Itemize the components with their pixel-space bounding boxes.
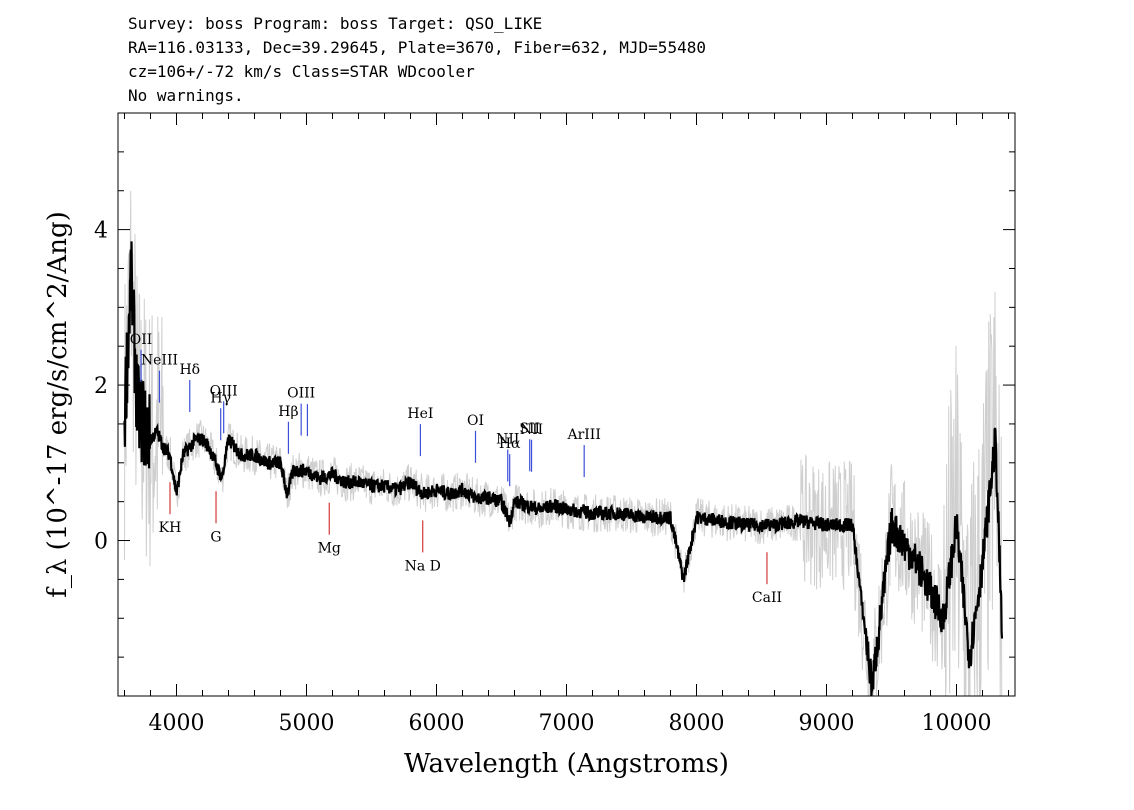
emission-line-label: NII: [520, 422, 543, 438]
x-tick-label: 7000: [539, 711, 595, 736]
emission-line-label: Hδ: [179, 362, 200, 378]
y-tick-label: 4: [94, 219, 108, 244]
emission-line-label: Hβ: [278, 404, 298, 420]
emission-line-label: Hα: [499, 436, 521, 452]
y-tick-label: 2: [94, 374, 108, 399]
emission-line-label: NeIII: [141, 353, 178, 369]
header-line-1: Survey: boss Program: boss Target: QSO_L…: [128, 14, 543, 33]
emission-line-label: OI: [467, 413, 484, 429]
emission-line-label: ArIII: [566, 427, 600, 443]
absorption-line-label: Na D: [405, 558, 441, 574]
emission-line-label: OII: [130, 332, 153, 348]
x-tick-label: 8000: [669, 711, 725, 736]
error-trace: [124, 190, 1003, 697]
y-axis-label: f_λ (10^-17 erg/s/cm^2/Ang): [43, 211, 73, 597]
axis-ticks: 4000 5000 6000 7000 8000 9000 10000 0 2 4: [94, 113, 1015, 736]
series-layer: [123, 241, 1004, 697]
x-tick-label: 9000: [799, 711, 855, 736]
x-axis-label: Wavelength (Angstroms): [404, 749, 729, 779]
emission-line-label: OIII: [287, 386, 315, 402]
flux-series: [123, 241, 1004, 697]
emission-line-label: Hγ: [210, 390, 231, 406]
x-tick-label: 6000: [409, 711, 465, 736]
absorption-line-label: Mg: [318, 541, 341, 557]
emission-line-label: SII: [519, 421, 540, 437]
header-line-2: RA=116.03133, Dec=39.29645, Plate=3670, …: [128, 38, 706, 57]
x-tick-label: 4000: [149, 711, 205, 736]
y-tick-label: 0: [94, 530, 108, 555]
emission-line-label: HeI: [407, 406, 433, 422]
header-line-4: No warnings.: [128, 86, 244, 105]
header-line-3: cz=106+/-72 km/s Class=STAR WDcooler: [128, 62, 475, 81]
emission-line-label: OIII: [210, 383, 238, 399]
error-band: [124, 190, 1003, 697]
absorption-line-label: G: [210, 529, 221, 545]
absorption-line-label: CaII: [752, 590, 782, 606]
emission-line-label: NII: [496, 431, 519, 447]
x-tick-label: 10000: [922, 711, 992, 736]
absorption-line-label: KH: [159, 520, 182, 536]
x-tick-label: 5000: [279, 711, 335, 736]
